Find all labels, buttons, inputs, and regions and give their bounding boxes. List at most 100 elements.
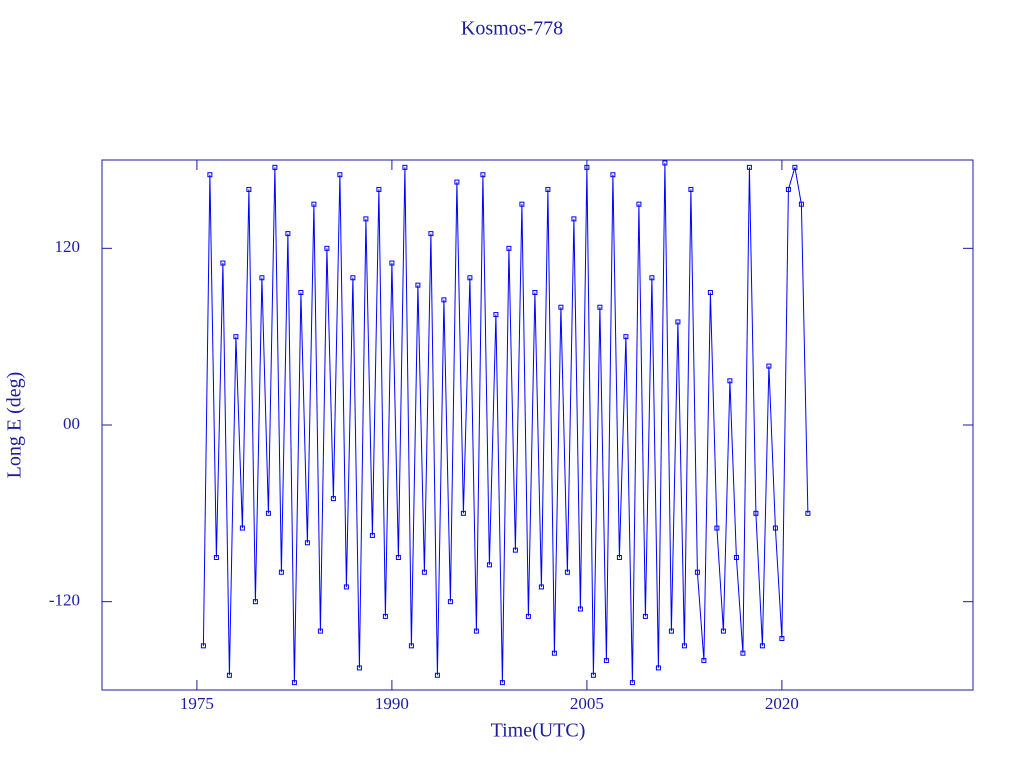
data-point xyxy=(402,164,408,170)
data-point xyxy=(577,606,583,612)
data-point xyxy=(798,201,804,207)
data-point xyxy=(278,569,284,575)
data-point xyxy=(610,172,616,178)
data-point xyxy=(343,584,349,590)
data-point xyxy=(265,510,271,516)
data-point xyxy=(447,599,453,605)
data-point xyxy=(285,231,291,237)
series-line xyxy=(202,162,809,683)
data-point xyxy=(239,525,245,531)
data-point xyxy=(655,665,661,671)
data-point xyxy=(291,680,297,686)
data-point xyxy=(701,658,707,664)
data-point xyxy=(389,260,395,266)
data-point xyxy=(259,275,265,281)
data-point xyxy=(805,510,811,516)
data-point xyxy=(200,643,206,649)
data-point xyxy=(337,172,343,178)
chart-title: Kosmos-778 xyxy=(461,18,563,40)
data-point xyxy=(395,555,401,560)
data-point xyxy=(434,672,440,678)
data-point xyxy=(772,525,778,531)
data-point xyxy=(421,569,427,575)
data-point xyxy=(558,304,564,310)
data-point xyxy=(415,282,421,288)
data-point xyxy=(688,186,694,192)
data-point xyxy=(441,297,447,303)
data-point xyxy=(356,665,362,671)
data-point xyxy=(590,672,596,678)
data-point xyxy=(207,172,213,178)
data-point xyxy=(681,643,687,649)
data-point xyxy=(525,613,531,619)
data-point xyxy=(714,525,720,531)
data-point xyxy=(324,245,330,251)
data-point xyxy=(779,635,785,641)
data-point xyxy=(506,245,512,251)
data-point xyxy=(486,562,492,568)
data-point xyxy=(571,216,577,222)
data-point xyxy=(350,275,356,281)
data-point xyxy=(785,186,791,192)
data-point xyxy=(629,680,635,686)
data-point xyxy=(369,532,375,538)
data-point xyxy=(473,628,479,634)
data-point xyxy=(317,628,323,634)
x-tick-label: 2005 xyxy=(570,694,604,713)
y-axis-label: Long E (deg) xyxy=(4,372,26,479)
y-tick-label: -120 xyxy=(49,591,80,610)
data-point xyxy=(642,613,648,619)
data-point xyxy=(597,304,603,310)
data-point xyxy=(740,650,746,656)
data-point xyxy=(759,643,765,649)
data-point xyxy=(330,496,336,502)
x-axis-label: Time(UTC) xyxy=(491,720,586,742)
data-point xyxy=(428,231,434,237)
data-point xyxy=(311,201,317,207)
data-point xyxy=(499,680,505,686)
data-point xyxy=(382,613,388,619)
data-point xyxy=(233,334,239,340)
data-point xyxy=(467,275,473,281)
x-tick-label: 2020 xyxy=(765,694,799,713)
data-point xyxy=(662,160,668,166)
data-point xyxy=(746,164,752,170)
data-point xyxy=(220,260,226,266)
data-point xyxy=(720,628,726,634)
x-tick-label: 1990 xyxy=(375,694,409,713)
data-point xyxy=(480,172,486,178)
data-point xyxy=(512,547,518,553)
data-point xyxy=(454,179,460,185)
x-tick-label: 1975 xyxy=(180,694,214,713)
data-point xyxy=(675,319,681,325)
data-point xyxy=(623,334,629,340)
data-point xyxy=(545,186,551,192)
data-point xyxy=(376,186,382,192)
data-point xyxy=(616,555,622,560)
data-point xyxy=(298,290,304,295)
data-point xyxy=(694,569,700,575)
data-point xyxy=(532,290,538,295)
data-point xyxy=(408,643,414,649)
data-point xyxy=(519,201,525,207)
data-point xyxy=(252,599,258,605)
data-point xyxy=(636,201,642,207)
data-point xyxy=(272,164,278,170)
data-point xyxy=(363,216,369,222)
data-point xyxy=(603,658,609,664)
data-point xyxy=(213,555,219,560)
data-point xyxy=(649,275,655,281)
data-point xyxy=(246,186,252,192)
y-tick-label: 120 xyxy=(55,237,81,256)
data-point xyxy=(564,569,570,575)
data-point xyxy=(304,540,310,546)
data-point xyxy=(733,555,739,560)
data-point xyxy=(668,628,674,634)
y-tick-label: 00 xyxy=(63,414,80,433)
data-point xyxy=(753,510,759,516)
data-point xyxy=(226,672,232,678)
data-point xyxy=(766,363,772,369)
data-point xyxy=(792,164,798,170)
data-point xyxy=(460,510,466,516)
